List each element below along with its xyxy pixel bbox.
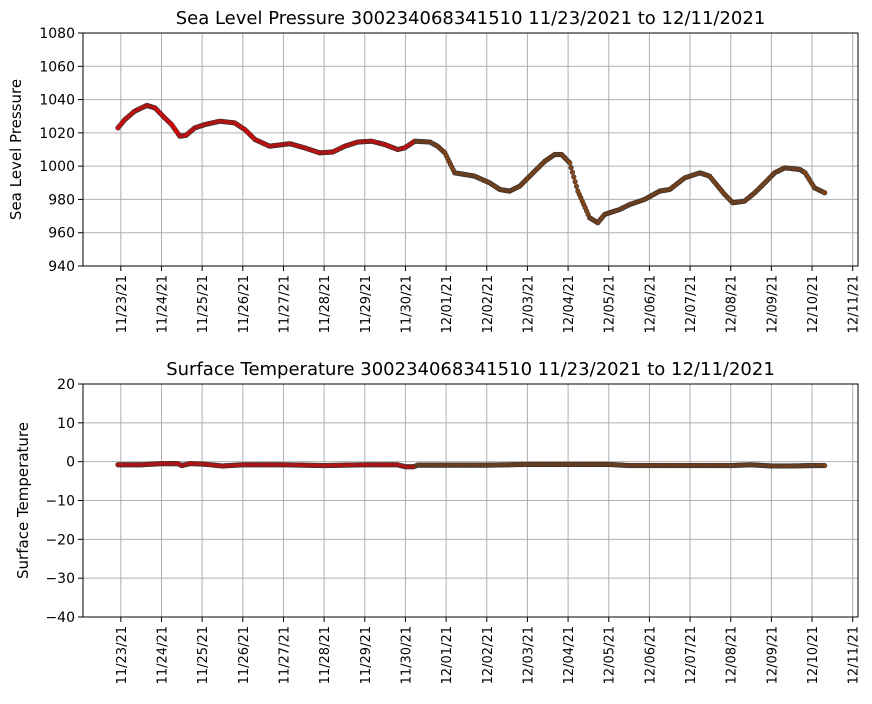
y-tick-label: 1060	[39, 59, 75, 75]
x-tick-label: 11/23/21	[115, 275, 130, 333]
x-tick-label: 11/29/21	[359, 626, 374, 684]
x-tick-label: 12/07/21	[684, 626, 699, 684]
x-tick-label: 11/29/21	[359, 275, 374, 333]
x-tick-label: 11/26/21	[237, 275, 252, 333]
pressure-axes: 11/23/21 11/24/21 11/25/21 11/26/21 11/27/21…	[7, 8, 862, 333]
x-tick-label: 12/10/21	[806, 275, 821, 333]
y-tick-label: 940	[48, 259, 75, 275]
y-tick-label: −40	[45, 610, 75, 626]
y-tick-label: −30	[45, 571, 75, 587]
x-tick-label: 11/30/21	[399, 626, 414, 684]
x-tick-label: 12/02/21	[481, 626, 496, 684]
y-tick-label: 1020	[39, 126, 75, 142]
chart-title: Sea Level Pressure 300234068341510 11/23…	[176, 8, 766, 29]
data-point	[822, 190, 828, 196]
x-tick-label: 12/09/21	[765, 626, 780, 684]
x-tick-label: 12/09/21	[765, 275, 780, 333]
y-tick-label: 960	[48, 226, 75, 242]
x-tick-label: 11/27/21	[277, 275, 292, 333]
temperature-points	[115, 461, 828, 470]
x-tick-label: 12/03/21	[521, 626, 536, 684]
x-tick-label: 12/11/21	[847, 626, 862, 684]
y-tick-label: 10	[57, 416, 75, 432]
y-axis-label: Surface Temperature	[14, 422, 32, 579]
x-tick-label: 12/01/21	[440, 275, 455, 333]
x-tick-label: 11/28/21	[318, 626, 333, 684]
x-tick-label: 11/28/21	[318, 275, 333, 333]
x-tick-label: 12/03/21	[521, 275, 536, 333]
temperature-axes: 11/23/21 11/24/21 11/25/21 11/26/21 11/27/21…	[14, 359, 862, 684]
y-axis-label: Sea Level Pressure	[7, 79, 25, 220]
data-point	[573, 183, 580, 189]
x-tick-label: 12/05/21	[603, 275, 618, 333]
y-tick-label: 1080	[39, 26, 75, 42]
axes-frame	[82, 383, 859, 618]
x-tick-label: 12/05/21	[603, 626, 618, 684]
x-tick-label: 11/30/21	[399, 275, 414, 333]
x-tick-label: 12/11/21	[847, 275, 862, 333]
data-point	[571, 174, 577, 180]
x-tick-label: 11/23/21	[115, 626, 130, 684]
x-tick-label: 12/04/21	[562, 275, 577, 333]
x-tick-label: 11/25/21	[196, 275, 211, 333]
pressure-points	[115, 102, 828, 226]
data-point	[822, 462, 828, 469]
data-point	[568, 164, 574, 171]
x-tick-label: 11/24/21	[155, 626, 170, 684]
y-tick-label: 1000	[39, 159, 75, 175]
x-tick-label: 12/08/21	[725, 626, 740, 684]
data-point	[569, 169, 576, 175]
y-tick-label: 1040	[39, 93, 75, 109]
x-tick-label: 11/26/21	[237, 626, 252, 684]
chart-title: Surface Temperature 300234068341510 11/2…	[166, 359, 775, 380]
x-tick-label: 12/08/21	[725, 275, 740, 333]
data-point	[567, 160, 573, 166]
axes-frame	[82, 32, 859, 267]
y-tick-label: 0	[66, 455, 75, 471]
y-tick-label: 980	[48, 192, 75, 208]
x-tick-label: 11/25/21	[196, 626, 211, 684]
x-tick-label: 12/06/21	[643, 275, 658, 333]
x-tick-label: 12/04/21	[562, 626, 577, 684]
x-tick-label: 11/27/21	[277, 626, 292, 684]
x-tick-label: 12/01/21	[440, 626, 455, 684]
y-tick-label: −20	[45, 532, 75, 548]
x-tick-label: 12/06/21	[643, 626, 658, 684]
x-tick-label: 12/02/21	[481, 275, 496, 333]
x-tick-label: 12/07/21	[684, 275, 699, 333]
x-tick-label: 11/24/21	[155, 275, 170, 333]
y-tick-label: 20	[57, 377, 75, 393]
x-tick-label: 12/10/21	[806, 626, 821, 684]
data-point	[572, 179, 578, 185]
y-tick-label: −10	[45, 494, 75, 510]
